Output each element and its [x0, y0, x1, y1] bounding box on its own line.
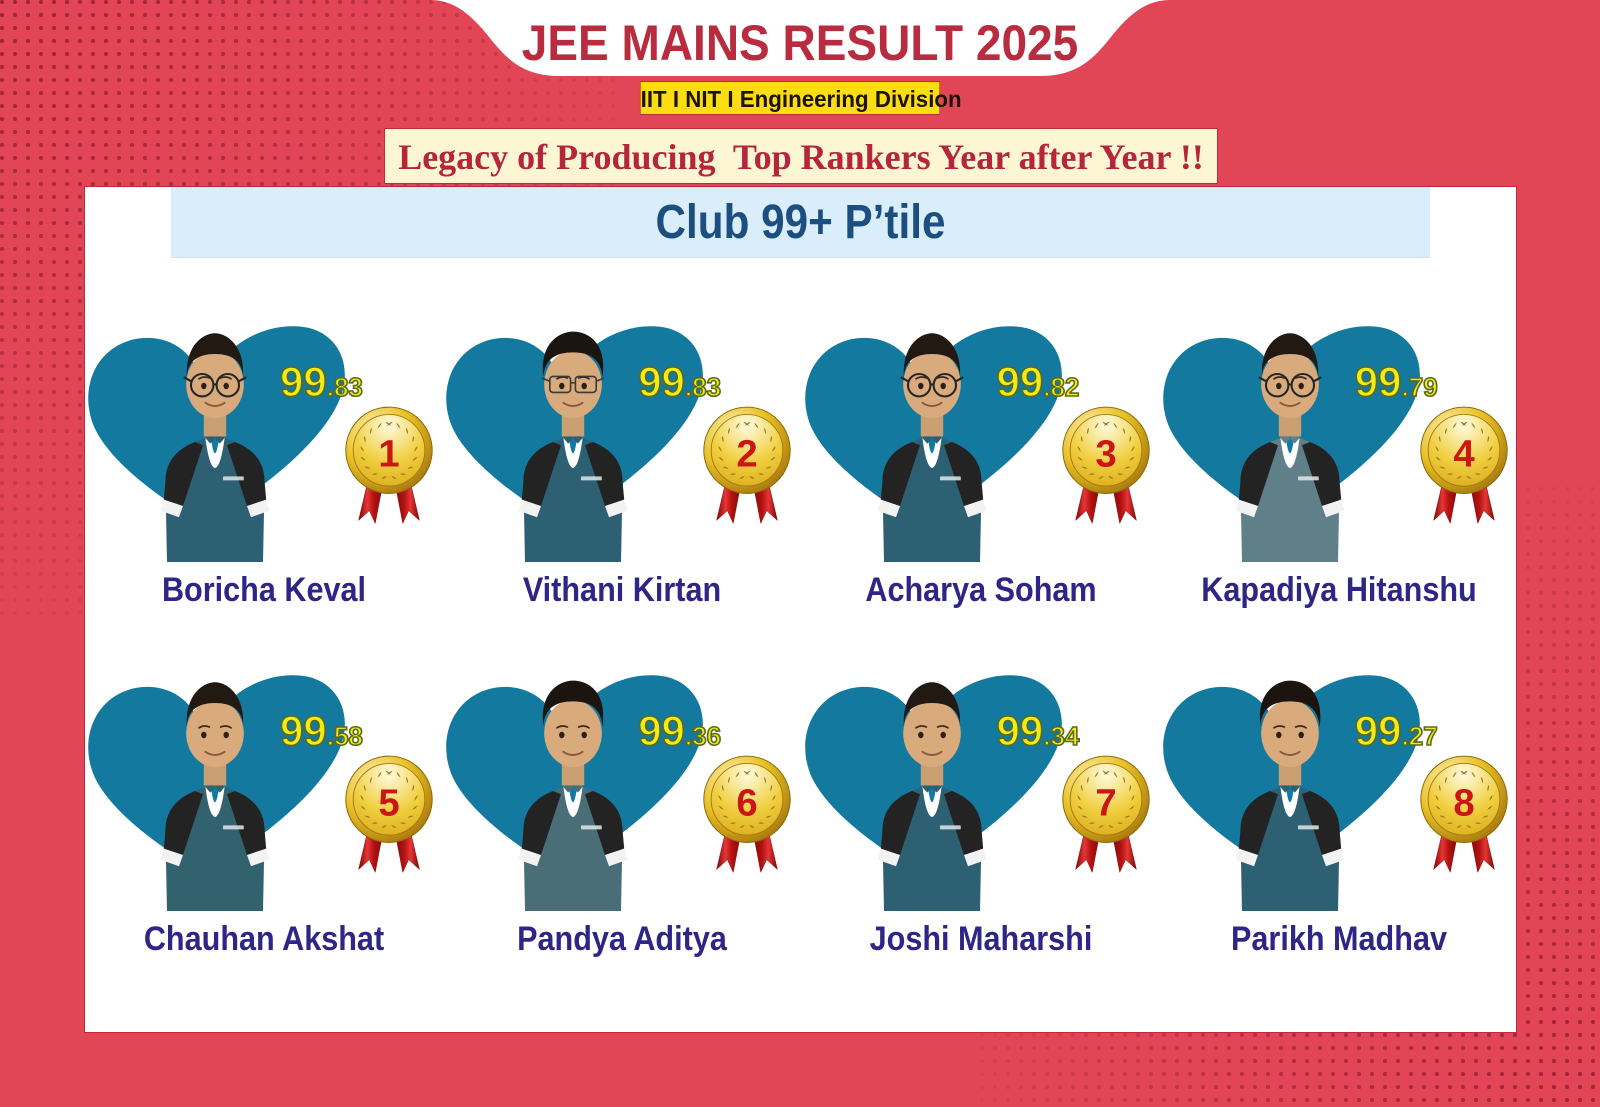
- svg-text:5: 5: [378, 781, 399, 824]
- svg-text:2: 2: [737, 432, 758, 475]
- svg-text:7: 7: [1095, 781, 1116, 824]
- svg-text:3: 3: [1095, 432, 1116, 475]
- svg-text:1: 1: [378, 432, 399, 475]
- svg-text:8: 8: [1453, 781, 1474, 824]
- svg-text:6: 6: [737, 781, 758, 824]
- svg-text:4: 4: [1453, 432, 1475, 475]
